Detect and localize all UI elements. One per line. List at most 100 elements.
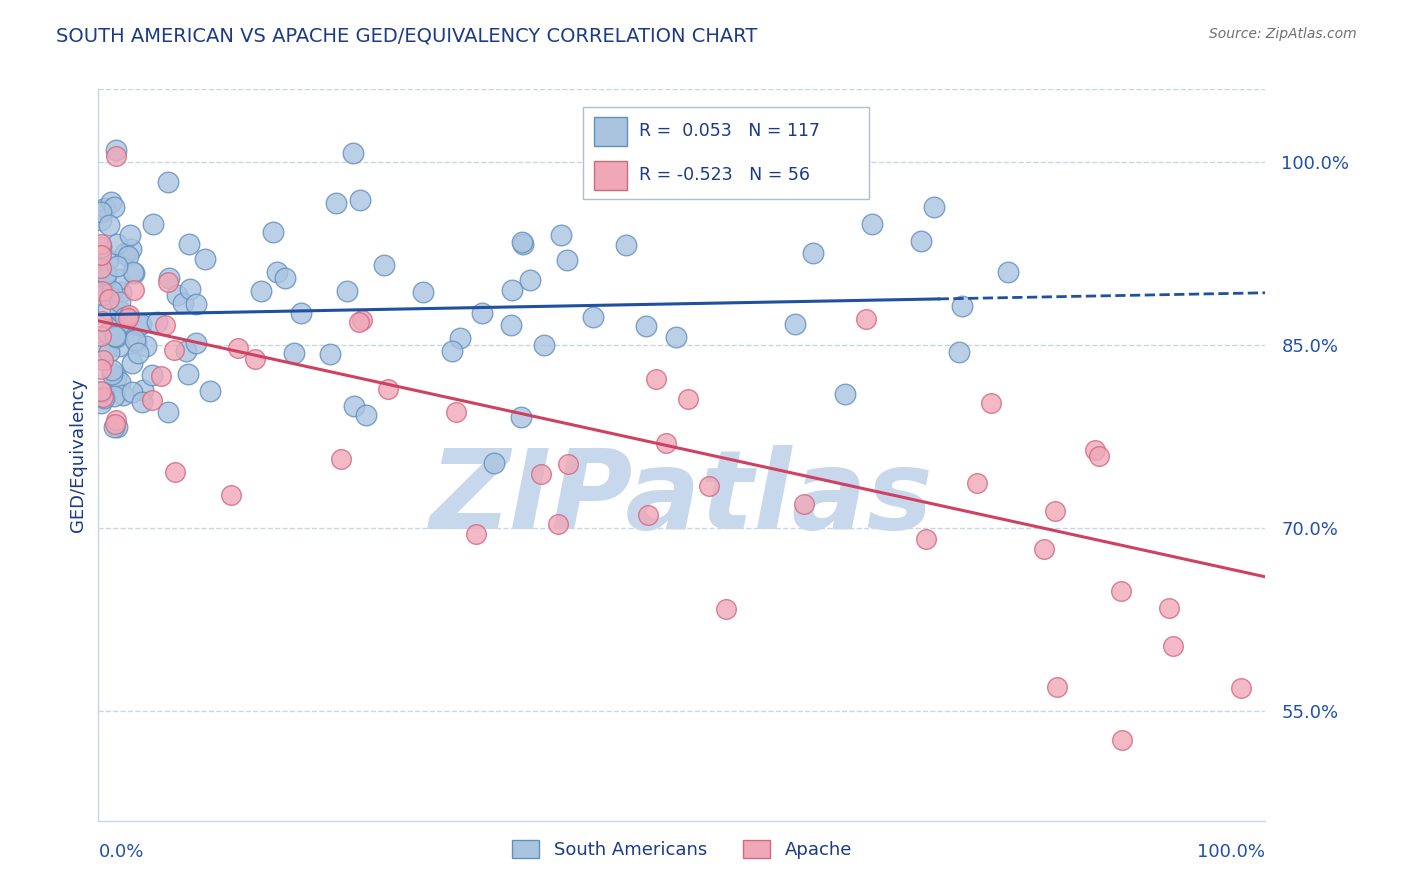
Point — [122, 283, 145, 297]
Point — [93, 391, 115, 405]
Point — [352, 313, 374, 327]
Point — [117, 249, 139, 263]
Point — [349, 315, 371, 329]
Point — [107, 271, 129, 285]
Point — [644, 372, 666, 386]
Point — [176, 367, 198, 381]
Point — [128, 318, 150, 332]
Point — [131, 394, 153, 409]
Point — [114, 310, 136, 324]
Point — [412, 285, 434, 300]
Point — [157, 271, 180, 285]
Bar — [595, 117, 627, 146]
Point — [107, 319, 129, 334]
Point — [157, 175, 180, 189]
Point — [1161, 639, 1184, 653]
Point — [91, 314, 114, 328]
Point — [172, 296, 194, 310]
Point — [104, 329, 127, 343]
Point — [349, 193, 371, 207]
Point — [226, 341, 249, 355]
Point — [127, 346, 149, 360]
Legend: South Americans, Apache: South Americans, Apache — [505, 832, 859, 866]
FancyBboxPatch shape — [582, 108, 869, 199]
Point — [142, 217, 165, 231]
Point — [697, 479, 720, 493]
Point — [155, 318, 177, 332]
Point — [266, 265, 288, 279]
Point — [98, 218, 121, 232]
Point — [101, 321, 124, 335]
Point — [105, 143, 128, 157]
Point — [1046, 681, 1069, 695]
Point — [714, 602, 737, 616]
Point — [997, 265, 1019, 279]
Point — [221, 488, 243, 502]
Point — [104, 327, 127, 342]
Point — [104, 369, 127, 384]
Point — [131, 383, 153, 397]
Point — [105, 237, 128, 252]
Point — [910, 235, 932, 249]
Point — [97, 326, 120, 340]
Point — [107, 338, 129, 352]
Point — [582, 310, 605, 325]
Point — [90, 236, 112, 251]
Point — [325, 196, 347, 211]
Point — [103, 388, 125, 402]
Point — [1230, 681, 1253, 695]
Point — [948, 345, 970, 359]
Point — [91, 288, 114, 302]
Point — [103, 200, 125, 214]
Point — [290, 306, 312, 320]
Point — [533, 337, 555, 351]
Point — [108, 303, 131, 318]
Point — [135, 339, 157, 353]
Point — [90, 261, 112, 276]
Point — [166, 288, 188, 302]
Point — [186, 335, 208, 350]
Point — [980, 396, 1002, 410]
Point — [110, 316, 132, 330]
Point — [90, 278, 112, 293]
Point — [637, 508, 659, 522]
Point — [616, 238, 638, 252]
Point — [1159, 601, 1181, 615]
Point — [860, 217, 883, 231]
Y-axis label: GED/Equivalency: GED/Equivalency — [69, 378, 87, 532]
Point — [834, 386, 856, 401]
Point — [141, 392, 163, 407]
Point — [343, 399, 366, 413]
Point — [330, 452, 353, 467]
Point — [482, 456, 505, 470]
Point — [342, 145, 364, 160]
Point — [114, 245, 136, 260]
Point — [550, 227, 572, 242]
Point — [179, 282, 201, 296]
Text: Source: ZipAtlas.com: Source: ZipAtlas.com — [1209, 27, 1357, 41]
Point — [471, 306, 494, 320]
Point — [90, 385, 112, 400]
Point — [501, 283, 523, 297]
Bar — [595, 161, 627, 190]
Point — [145, 315, 167, 329]
Point — [90, 205, 112, 219]
Point — [243, 352, 266, 367]
Point — [96, 267, 118, 281]
Point — [94, 271, 117, 285]
Point — [97, 253, 120, 268]
Point — [121, 384, 143, 399]
Point — [801, 246, 824, 260]
Point — [105, 419, 128, 434]
Text: SOUTH AMERICAN VS APACHE GED/EQUIVALENCY CORRELATION CHART: SOUTH AMERICAN VS APACHE GED/EQUIVALENCY… — [56, 27, 758, 45]
Point — [636, 319, 658, 334]
Point — [1087, 450, 1109, 464]
Point — [446, 405, 468, 419]
Point — [90, 361, 112, 376]
Point — [547, 517, 569, 532]
Point — [90, 248, 112, 262]
Point — [950, 299, 973, 313]
Point — [108, 294, 131, 309]
Point — [103, 419, 125, 434]
Point — [124, 266, 146, 280]
